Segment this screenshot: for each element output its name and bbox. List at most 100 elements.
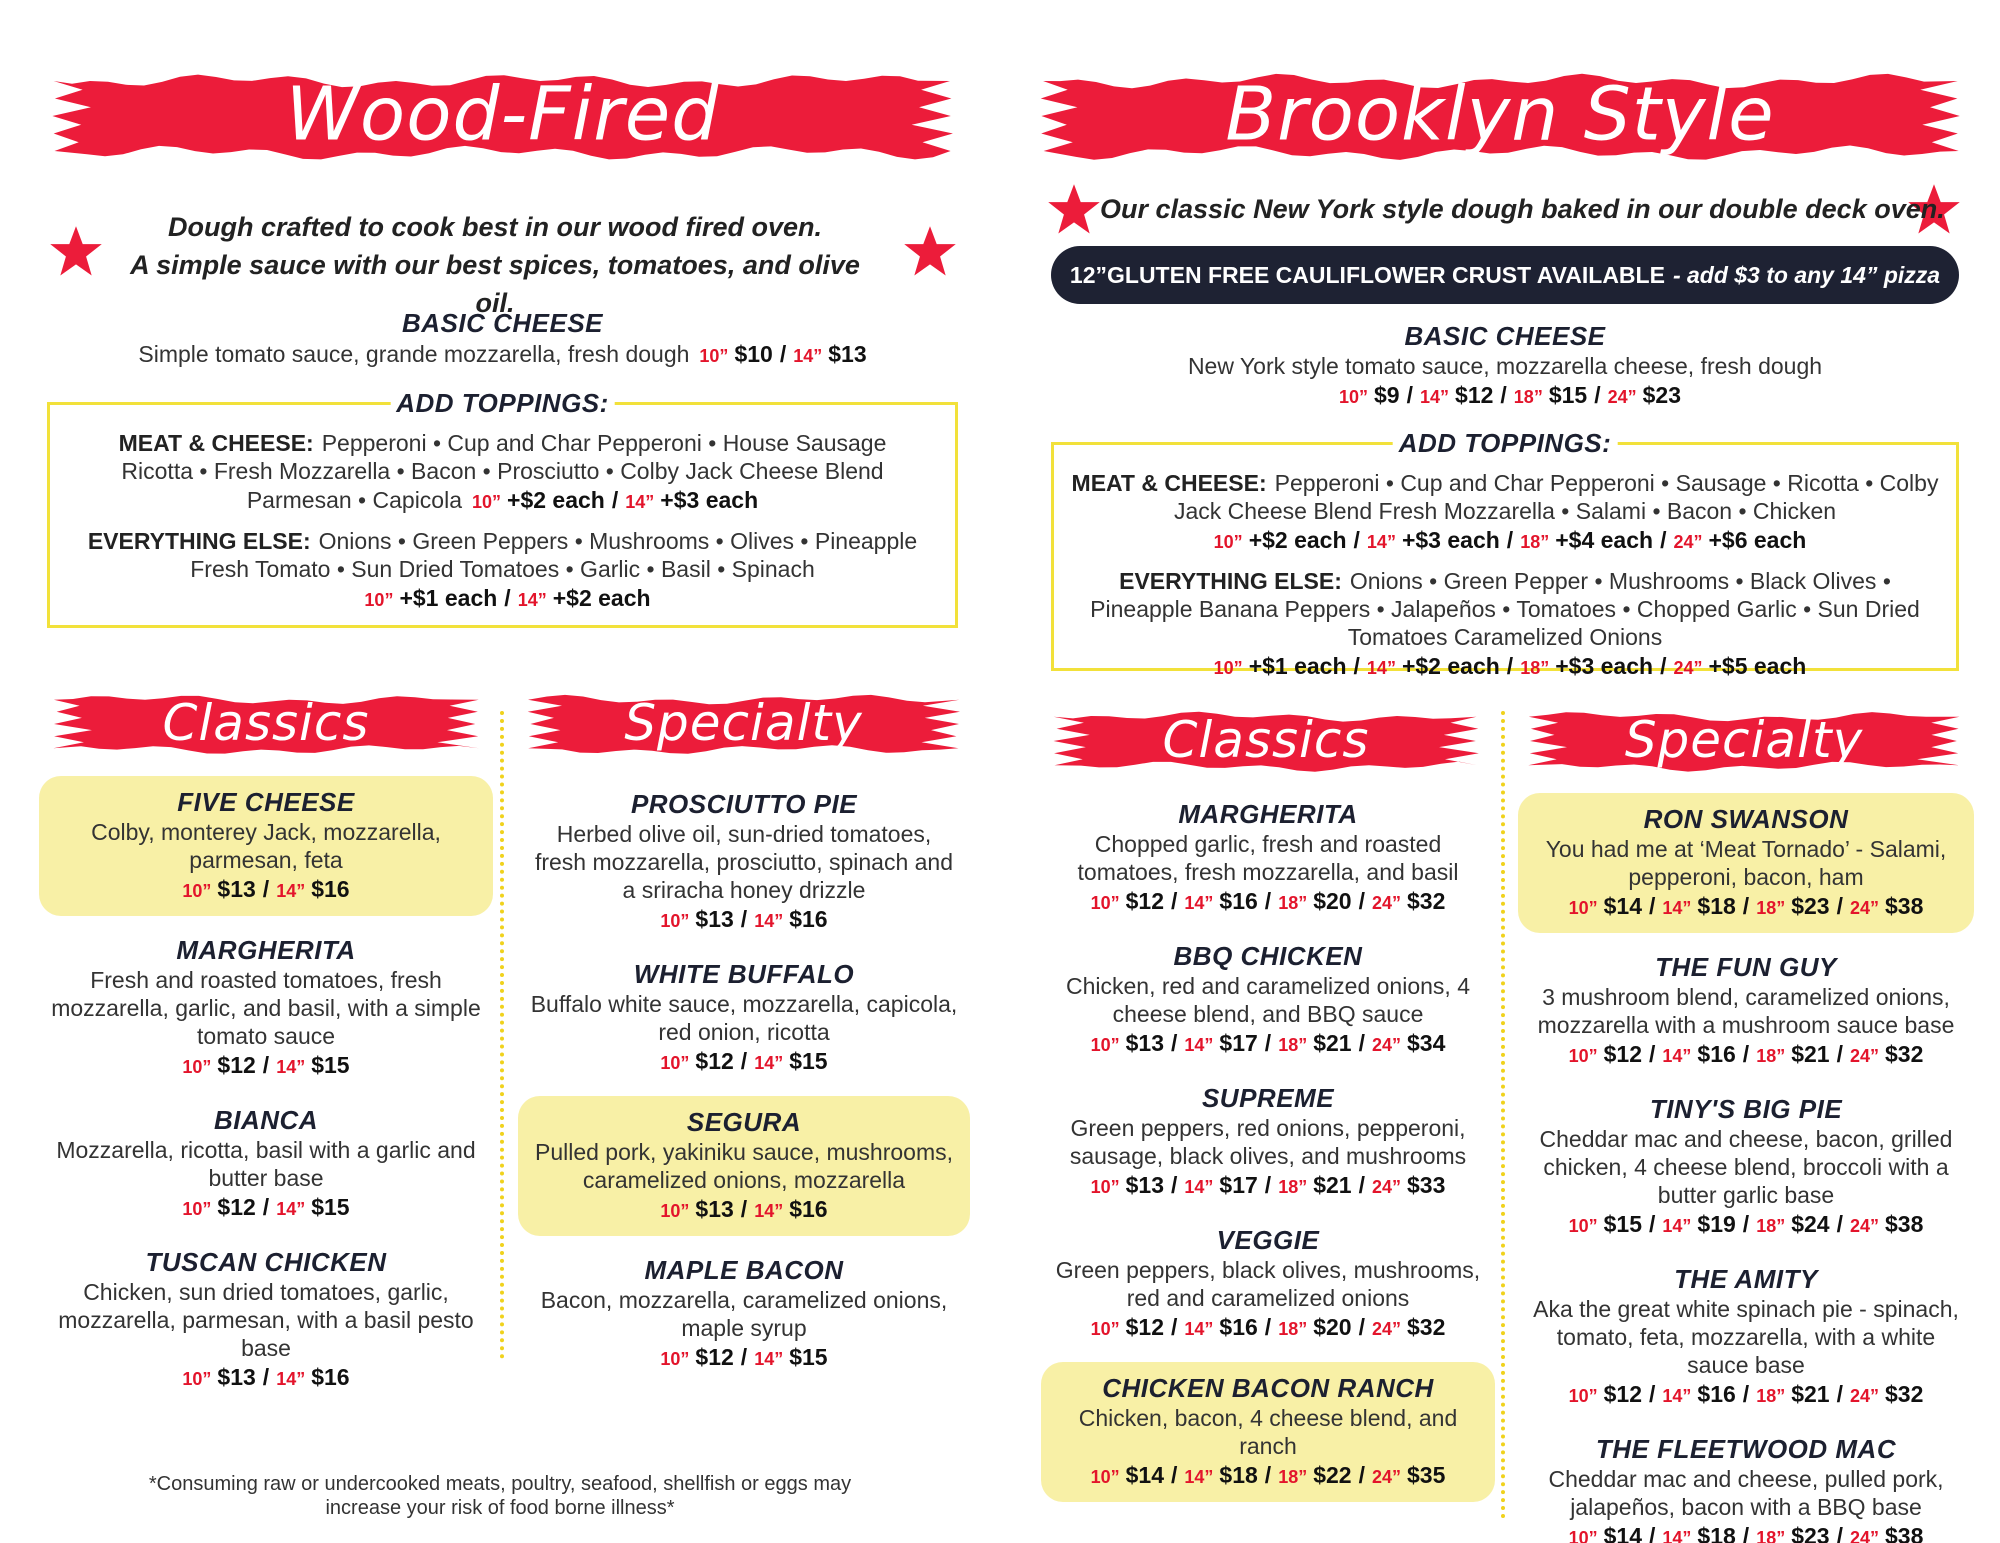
star-icon <box>904 226 956 276</box>
price: $38 <box>1885 893 1924 919</box>
price: $12 <box>1603 1041 1642 1067</box>
menu-column: FIVE CHEESE Colby, monterey Jack, mozzare… <box>39 776 493 1412</box>
separator: / <box>1836 1211 1843 1237</box>
group-label: MEAT & CHEESE: <box>118 430 314 456</box>
price-line: 10” $14/14” $18/18” $22/24” $35 <box>1053 1460 1483 1492</box>
section-banner: Specialty <box>1526 709 1962 773</box>
section-title: Classics <box>162 693 370 752</box>
separator: / <box>1742 893 1750 919</box>
price: $38 <box>1885 1211 1924 1237</box>
price: $32 <box>1885 1381 1924 1407</box>
price: $21 <box>1791 1041 1830 1067</box>
price: $16 <box>1697 1381 1736 1407</box>
footnote: *Consuming raw or undercooked meats, pou… <box>148 1473 852 1519</box>
size: 10” <box>1090 893 1120 913</box>
price: $15 <box>1548 382 1588 408</box>
size: 24” <box>1607 387 1637 407</box>
menu-item: MARGHERITA Chopped garlic, fresh and roas… <box>1053 794 1483 922</box>
price: $12 <box>1603 1381 1642 1407</box>
size: 10” <box>1213 658 1243 678</box>
size: 10” <box>1213 532 1243 552</box>
menu-item: MARGHERITA Fresh and roasted tomatoes, fr… <box>51 930 481 1086</box>
size: 24” <box>1371 1319 1402 1339</box>
size: 10” <box>1568 1386 1598 1406</box>
separator: / <box>1506 527 1514 553</box>
item-description: Bacon, mozzarella, caramelized onions, m… <box>540 1287 948 1341</box>
item-description: Chopped garlic, fresh and roasted tomato… <box>1077 831 1459 885</box>
item-name: MARGHERITA <box>1178 799 1358 829</box>
divider <box>500 711 504 1359</box>
size: 10” <box>1568 1528 1598 1543</box>
section-title: Wood-Fired <box>285 71 720 158</box>
size: 10” <box>364 590 394 610</box>
price: $12 <box>1455 382 1494 408</box>
size: 14” <box>276 881 306 901</box>
separator: / <box>1836 1523 1843 1543</box>
item-description: Chicken, sun dried tomatoes, garlic, moz… <box>58 1279 474 1361</box>
item-name: BASIC CHEESE <box>401 308 604 338</box>
price-line: 10” $12/14” $16/18” $21/24” $32 <box>1530 1039 1962 1071</box>
price: $17 <box>1219 1172 1258 1198</box>
price: $12 <box>695 1344 734 1370</box>
separator: / <box>504 585 511 611</box>
price: $21 <box>1313 1030 1352 1056</box>
size: 18” <box>1278 1319 1308 1339</box>
price: $13 <box>828 341 867 367</box>
item-name: FIVE CHEESE <box>177 787 355 817</box>
price: +$1 each <box>1248 653 1347 679</box>
toppings-group: MEAT & CHEESE: Pepperoni • Cup and Char P… <box>80 429 925 517</box>
separator: / <box>1836 1381 1843 1407</box>
separator: / <box>611 487 619 513</box>
separator: / <box>1742 1211 1750 1237</box>
section-banner: Specialty <box>525 692 962 756</box>
size: 24” <box>1371 1467 1402 1487</box>
price: +$6 each <box>1708 527 1807 553</box>
price: $13 <box>695 1196 734 1222</box>
price-line: 10” +$2 each/ 14” +$3 each <box>472 485 758 517</box>
basic-cheese: BASIC CHEESE New York style tomato sauce,… <box>1140 320 1870 412</box>
size: 10” <box>660 1349 690 1369</box>
menu-column: PROSCIUTTO PIE Herbed olive oil, sun-drie… <box>518 784 970 1392</box>
price-line: 10” $14 / 14” $18 / 18” $23 / 24” $38 <box>1530 1521 1962 1543</box>
brush-stroke <box>1040 73 1960 160</box>
toppings-title: ADD TOPPINGS: <box>1392 427 1618 459</box>
price: $13 <box>217 1364 256 1390</box>
price: $13 <box>217 876 256 902</box>
price: $23 <box>1791 1523 1830 1543</box>
item-name: PROSCIUTTO PIE <box>630 789 858 819</box>
separator: / <box>1649 1523 1656 1543</box>
price-line: 10” $13/ 14” $16 <box>530 1194 958 1226</box>
price: $13 <box>1125 1172 1164 1198</box>
price-line: 10” $13/ 14” $16 <box>51 874 481 906</box>
price: $15 <box>1603 1211 1642 1237</box>
menu-item: BBQ CHICKEN Chicken, red and caramelized … <box>1053 936 1483 1064</box>
item-description: Green peppers, red onions, pepperoni, sa… <box>1069 1115 1467 1169</box>
size: 18” <box>1513 387 1543 407</box>
price: $18 <box>1697 893 1736 919</box>
section-title: Classics <box>1162 710 1370 769</box>
price-line: 10” $15/14” $19/18” $24/24” $38 <box>1530 1209 1962 1241</box>
item-name: MAPLE BACON <box>644 1255 844 1285</box>
separator: / <box>1649 1041 1656 1067</box>
item-description: Buffalo white sauce, mozzarella, capicol… <box>530 991 958 1045</box>
menu-column: RON SWANSON You had me at ‘Meat Tornado’ … <box>1518 793 1974 1543</box>
group-items: Pepperoni • Cup and Char Pepperoni • Sau… <box>1173 470 1939 524</box>
menu-item: BIANCA Mozzarella, ricotta, basil with a … <box>51 1100 481 1228</box>
price-line: 10” $13/ 14” $16 <box>530 904 958 936</box>
price: $15 <box>311 1052 350 1078</box>
separator: / <box>740 1196 748 1222</box>
price-line: 10” $12/ 14” $15 <box>51 1192 481 1224</box>
brush-stroke <box>53 695 479 754</box>
price: $34 <box>1407 1030 1446 1056</box>
item-description: Simple tomato sauce, grande mozzarella, … <box>47 339 958 371</box>
item-description: Colby, monterey Jack, mozzarella, parmes… <box>91 819 441 873</box>
size: 10” <box>1090 1035 1120 1055</box>
separator: / <box>1500 382 1507 408</box>
size: 10” <box>1090 1467 1120 1487</box>
price-line: 10” +$2 each/14” +$3 each/18” +$4 each/24” +… <box>1214 525 1807 557</box>
price: $20 <box>1313 1314 1352 1340</box>
price-line: 10” $13/14” $17/18” $21/24” $33 <box>1053 1170 1483 1202</box>
price: $32 <box>1885 1041 1924 1067</box>
price-line: 10” $12/ 14” $15 <box>51 1050 481 1082</box>
